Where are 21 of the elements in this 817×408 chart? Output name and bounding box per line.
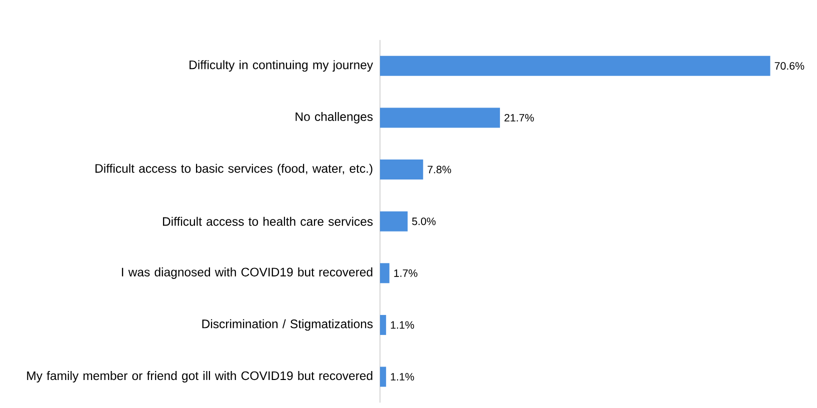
y-tick-label: I was diagnosed with COVID19 but recovered (122, 267, 372, 279)
bar (380, 314, 386, 335)
bar (380, 160, 424, 180)
data-label: 1.1% (390, 373, 414, 380)
y-tick-label: My family member or friend got ill with COVID19 but recovered (27, 371, 372, 382)
y-tick-label: No challenges (296, 112, 373, 124)
bar (380, 263, 390, 284)
data-label: 1.1% (390, 321, 414, 329)
data-label: 5.0% (412, 218, 436, 226)
y-tick-label: Difficulty in continuing my journey (190, 60, 374, 72)
y-tick-label: Difficult access to health care services (163, 216, 373, 226)
y-tick-label: Difficult access to basic services (food, water, etc.) (96, 164, 372, 176)
bar (380, 56, 770, 76)
data-label: 7.8% (428, 166, 452, 174)
y-tick-label: Discrimination / Stigmatizations (202, 319, 373, 331)
data-label: 1.7% (394, 269, 418, 277)
data-label: 21.7% (504, 114, 534, 122)
bar (380, 108, 500, 128)
bar (380, 366, 386, 387)
bar (380, 211, 408, 232)
data-label: 70.6% (774, 62, 804, 70)
